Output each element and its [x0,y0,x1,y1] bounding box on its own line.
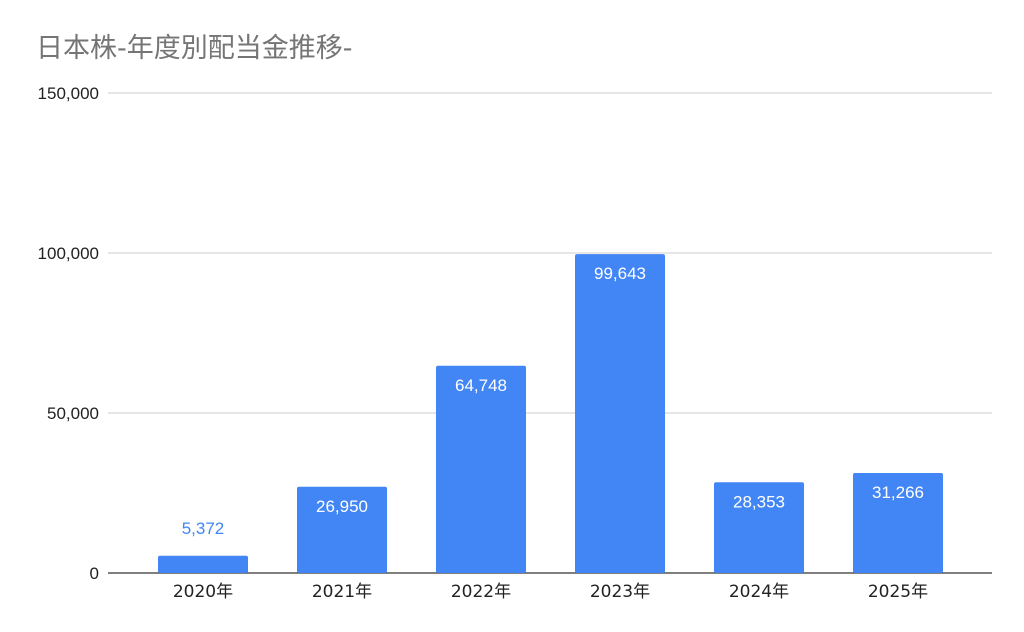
bar [158,555,248,573]
x-tick-label: 2023年 [590,582,650,602]
data-label: 64,748 [455,376,507,395]
bars [158,254,943,573]
x-tick-label: 2020年 [173,582,233,602]
y-tick-label: 50,000 [47,404,99,423]
y-tick-label: 100,000 [38,244,99,263]
x-axis-ticks: 2020年 2021年 2022年 2023年 2024年 2025年 [173,582,928,602]
x-tick-label: 2022年 [451,582,511,602]
y-axis-ticks: 0 50,000 100,000 150,000 [38,84,99,583]
y-tick-label: 150,000 [38,84,99,103]
x-tick-label: 2025年 [868,582,928,602]
chart-title: 日本株-年度別配当金推移- [36,33,353,64]
data-label: 5,372 [182,519,225,538]
data-label: 28,353 [733,492,785,511]
y-tick-label: 0 [90,564,99,583]
data-label: 26,950 [316,497,368,516]
bar [853,472,943,573]
bar [436,365,526,573]
data-label: 99,643 [594,264,646,283]
data-labels: 5,372 26,950 64,748 99,643 28,353 31,266 [182,264,924,538]
gridlines [108,92,992,574]
x-tick-label: 2024年 [729,582,789,602]
x-tick-label: 2021年 [312,582,372,602]
bar [714,482,804,573]
data-label: 31,266 [872,483,924,502]
bar [575,254,665,573]
bar [297,486,387,573]
